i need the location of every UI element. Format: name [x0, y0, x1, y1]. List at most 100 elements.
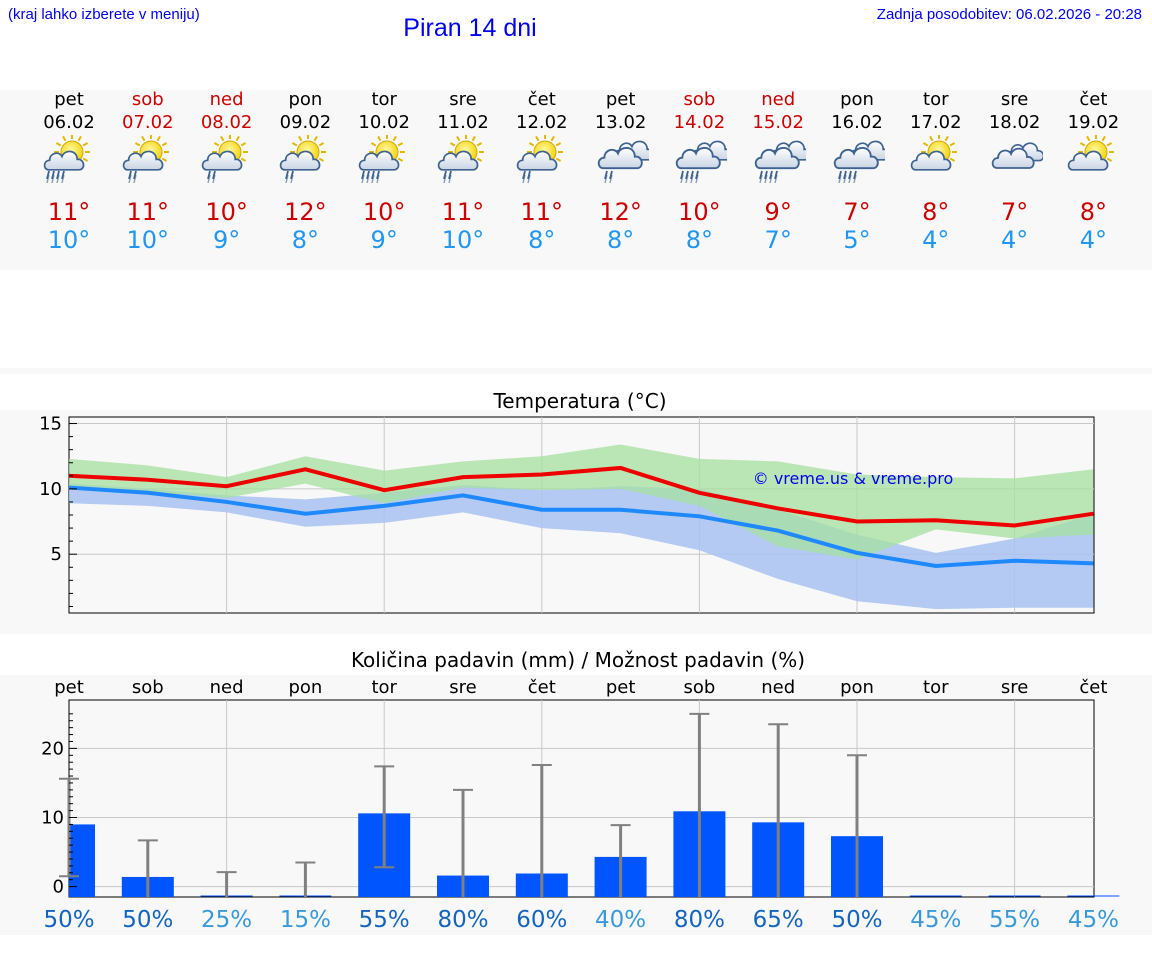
forecast-day: pon 09.02 12° 8°	[266, 88, 344, 258]
location-hint: (kraj lahko izberete v meniju)	[8, 6, 200, 23]
precipitation-chart-title: Količina padavin (mm) / Možnost padavin …	[351, 648, 805, 672]
precip-probability: 50%	[831, 907, 882, 933]
day-date: 13.02	[594, 112, 647, 133]
max-temp-line	[68, 465, 1094, 528]
day-name: tor	[923, 89, 949, 110]
divider-band	[0, 368, 1152, 374]
temp-min: 9°	[212, 226, 241, 254]
temp-min: 9°	[370, 226, 398, 254]
temp-max: 8°	[922, 198, 950, 226]
precip-probability: 15%	[280, 907, 331, 933]
sun-cloud-drizzle-icon	[516, 135, 563, 184]
forecast-day: tor 10.02 10° 9°	[345, 88, 423, 258]
temp-min: 8°	[606, 226, 635, 254]
precip-day-label: tor	[923, 677, 949, 698]
precip-day-label: tor	[371, 677, 397, 698]
temp-min: 8°	[685, 226, 714, 254]
sun-cloud-drizzle-icon	[437, 135, 484, 184]
day-date: 17.02	[910, 112, 962, 133]
temp-max: 10°	[678, 198, 721, 226]
min-temp-range-band	[69, 483, 1094, 610]
precip-probability: 45%	[910, 907, 961, 933]
precip-bar	[69, 824, 95, 897]
sun-cloud-rain-icon	[358, 135, 406, 184]
day-name: čet	[1079, 89, 1108, 110]
precip-probability: 50%	[122, 907, 173, 933]
precip-day-label: ned	[761, 677, 795, 698]
temp-min: 10°	[441, 226, 485, 254]
sun-cloud-icon	[910, 135, 957, 171]
day-date: 09.02	[279, 112, 332, 133]
temp-min: 8°	[291, 226, 320, 254]
precipitation-chart: Količina padavin (mm) / Možnost padavin …	[41, 648, 1120, 933]
forecast-day: ned 15.02 9° 7°	[739, 88, 817, 258]
precip-probability: 25%	[201, 907, 252, 933]
forecast-day: pet 13.02 12° 8°	[582, 88, 660, 258]
forecast-day: ned 08.02 10° 9°	[188, 88, 266, 258]
day-name: pet	[54, 89, 84, 110]
forecast-day: sob 07.02 11° 10°	[109, 88, 187, 258]
temp-max: 11°	[47, 198, 91, 226]
cloud-drizzle-icon	[597, 140, 649, 184]
temp-min: 10°	[126, 226, 170, 254]
day-name: tor	[371, 89, 397, 110]
day-name: ned	[761, 89, 796, 110]
temperature-chart-title: Temperatura (°C)	[492, 389, 666, 413]
sun-cloud-drizzle-icon	[122, 135, 169, 184]
forecast-day: sob 14.02 10° 8°	[660, 88, 738, 258]
precip-y-tick-label: 0	[53, 877, 64, 898]
temp-max: 11°	[126, 198, 170, 226]
cloud-rain-icon	[833, 140, 885, 184]
day-name: pet	[605, 89, 636, 110]
forecast-day: čet 19.02 8° 4°	[1054, 88, 1132, 258]
temp-y-tick-label: 5	[51, 544, 62, 565]
forecast-day: pet 06.02 11° 10°	[30, 88, 108, 258]
day-name: sre	[449, 89, 477, 110]
day-name: sre	[1000, 89, 1029, 110]
day-date: 06.02	[43, 112, 95, 133]
precip-day-label: pon	[288, 677, 322, 698]
precip-day-label: sre	[1001, 677, 1028, 698]
temp-max: 12°	[284, 198, 327, 226]
sun-cloud-icon	[1068, 135, 1115, 171]
precip-day-label: pet	[606, 677, 636, 698]
day-date: 10.02	[358, 112, 410, 133]
sun-cloud-rain-icon	[43, 135, 90, 184]
precip-probability: 45%	[1068, 907, 1119, 933]
forecast-day: sre 11.02 11° 10°	[424, 88, 502, 258]
temp-max: 7°	[843, 198, 871, 226]
forecast-day: sre 18.02 7° 4°	[976, 88, 1054, 258]
temp-max: 10°	[205, 198, 248, 226]
precip-y-tick-label: 20	[41, 738, 64, 759]
temp-max: 9°	[764, 198, 792, 226]
watermark: © vreme.us & vreme.pro	[753, 469, 954, 488]
day-date: 07.02	[122, 112, 174, 133]
temp-y-tick-label: 10	[39, 479, 62, 500]
precip-day-label: pon	[840, 677, 874, 698]
forecast-day: čet 12.02 11° 8°	[503, 88, 581, 258]
temp-max: 11°	[520, 198, 564, 226]
day-date: 15.02	[752, 112, 804, 133]
day-name: sob	[683, 89, 716, 110]
last-update: Zadnja posodobitev: 06.02.2026 - 20:28	[876, 6, 1142, 23]
precipitation-plot-area	[68, 699, 1095, 898]
temp-max: 7°	[1000, 198, 1029, 226]
day-name: pon	[840, 89, 874, 110]
precip-day-label: čet	[1079, 677, 1107, 698]
precip-day-label: čet	[528, 677, 556, 698]
day-date: 08.02	[200, 112, 253, 133]
forecast-strip-bg	[0, 90, 1152, 270]
cloud-icon	[991, 142, 1043, 169]
forecast-day: pon 16.02 7° 5°	[818, 88, 896, 258]
temp-min: 8°	[528, 226, 556, 254]
day-date: 16.02	[831, 112, 883, 133]
precip-day-label: sre	[449, 677, 476, 698]
cloud-rain-icon	[754, 140, 807, 184]
sun-cloud-drizzle-icon	[201, 135, 248, 184]
precip-day-label: pet	[54, 677, 84, 698]
day-date: 18.02	[988, 112, 1041, 133]
temp-min: 10°	[47, 226, 91, 254]
precip-day-label: ned	[210, 677, 244, 698]
forecast-day: tor 17.02 8° 4°	[897, 88, 975, 258]
